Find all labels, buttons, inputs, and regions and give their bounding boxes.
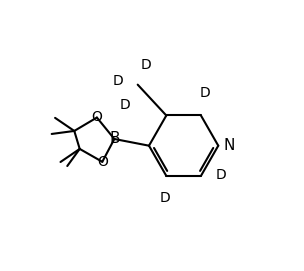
Text: O: O	[97, 155, 108, 169]
Text: D: D	[112, 75, 123, 88]
Text: D: D	[200, 86, 211, 100]
Text: D: D	[141, 58, 151, 72]
Text: O: O	[92, 110, 102, 124]
Text: B: B	[110, 131, 120, 147]
Text: N: N	[223, 138, 234, 153]
Text: D: D	[216, 167, 227, 182]
Text: D: D	[119, 98, 130, 112]
Text: D: D	[159, 191, 170, 205]
